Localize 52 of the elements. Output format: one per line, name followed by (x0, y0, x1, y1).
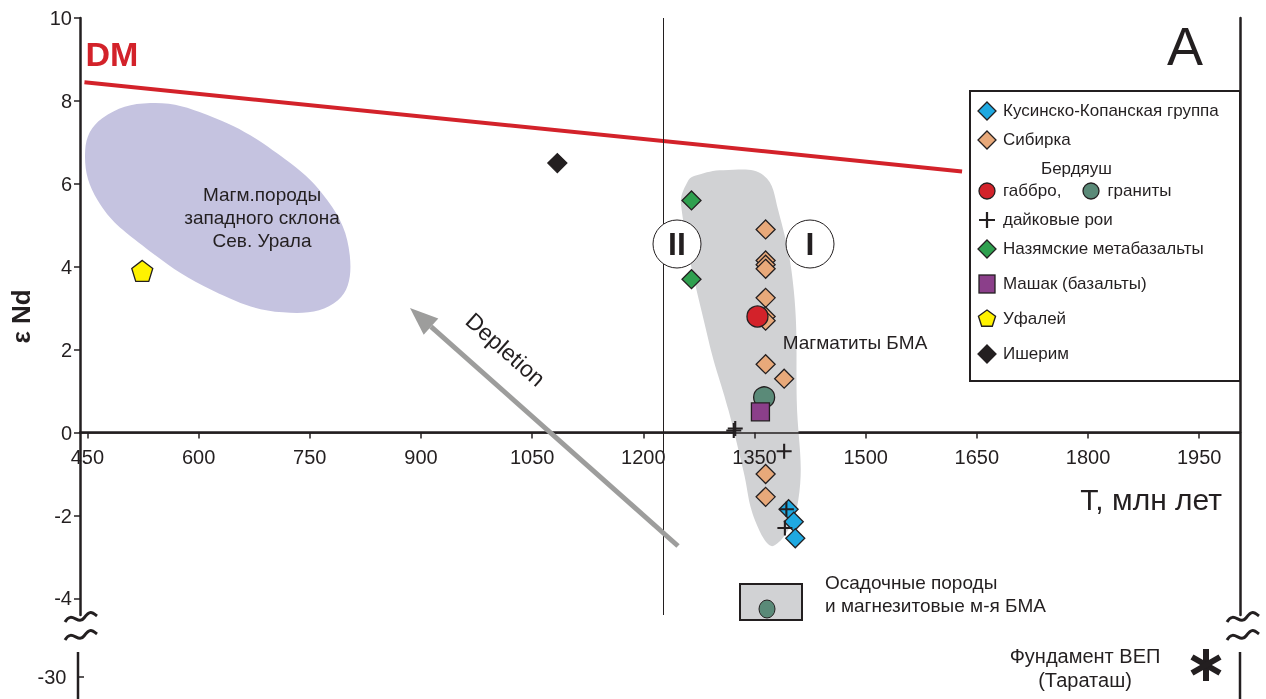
point (750, 402, 771, 422)
x-tick-label: 900 (404, 445, 438, 468)
text: Фундамент ВЕП (Тараташ) (1009, 644, 1161, 692)
x-tick-label: 1050 (509, 445, 555, 468)
annotation: A (1166, 14, 1204, 78)
point (746, 305, 769, 328)
y-tick-label: 0 (60, 421, 72, 444)
x-axis-title: Т, млн лет (1080, 483, 1223, 517)
y-tick-label: 10 (49, 7, 72, 29)
x-tick-label: 600 (181, 445, 216, 468)
point (547, 152, 568, 174)
x-tick-label: 1500 (843, 445, 888, 468)
point (755, 486, 776, 507)
y-tick-label: 6 (60, 172, 72, 195)
point (783, 511, 804, 532)
x-tick-label: 1350 (732, 445, 777, 468)
annotation: Осадочные породы и магнезитовые м-я БМА (825, 572, 1046, 618)
legend-label: Сибирка (1003, 129, 1072, 151)
text: -30 (37, 665, 67, 689)
y-tick-label: -2 (54, 504, 72, 527)
point (774, 368, 795, 389)
y-tick-label: -4 (54, 587, 72, 610)
series-label: DM (85, 35, 139, 74)
point (681, 269, 702, 290)
annotation: Бердяуш (1040, 158, 1113, 180)
y-tick-label: 8 (60, 89, 72, 112)
y-tick-label: 4 (60, 255, 72, 278)
legend-label: Уфалей (1003, 308, 1068, 330)
y-tick-label: 2 (60, 338, 72, 361)
point (755, 219, 776, 240)
point (785, 528, 806, 549)
point (681, 190, 702, 211)
annotation: Магматиты БМА (782, 331, 928, 355)
point (755, 463, 776, 485)
legend-label: Машак (базальты) (1003, 273, 1148, 295)
x-tick-label: 1950 (1176, 445, 1222, 468)
x-tick-label: 1800 (1065, 445, 1111, 468)
legend-label: граниты (1107, 180, 1172, 202)
point (755, 354, 776, 375)
legend-label: дайковые рои (1003, 209, 1114, 231)
annotation: Магм.породы западного склона Сев. Урала (184, 183, 340, 253)
legend-label: Ишерим (1003, 343, 1070, 365)
point (755, 287, 776, 308)
x-tick-label: 750 (293, 445, 327, 468)
point (131, 259, 154, 283)
legend-label: габбро, (1003, 180, 1062, 202)
legend-label: Назямские метабазальты (1003, 238, 1205, 260)
x-tick-label: 1650 (954, 445, 1000, 468)
annotation: I (805, 224, 815, 264)
y-axis-title: ε Nd (6, 289, 36, 344)
annotation: II (668, 224, 686, 264)
legend-label: Кусинско-Копанская группа (1003, 100, 1220, 122)
